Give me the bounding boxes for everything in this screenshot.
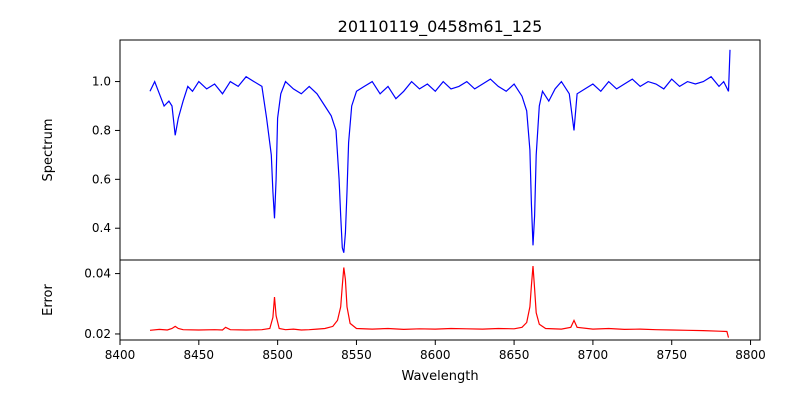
x-tick-label: 8400: [105, 348, 136, 362]
x-tick-label: 8600: [420, 348, 451, 362]
spectrum-panel: 0.4 0.6 0.8 1.0 Spectrum: [41, 39, 761, 261]
x-tick-label: 8700: [578, 348, 609, 362]
chart-title: 20110119_0458m61_125: [338, 17, 543, 37]
spectrum-series-line: [149, 49, 731, 253]
x-tick-label: 8650: [499, 348, 530, 362]
x-tick-label: 8450: [184, 348, 215, 362]
spectrum-y-tick-label: 1.0: [92, 75, 111, 89]
spectrum-y-tick-label: 0.8: [92, 123, 111, 137]
spectrum-y-tick-label: 0.6: [92, 172, 111, 186]
error-y-tick-label: 0.04: [84, 267, 111, 281]
spectrum-axis-label: Spectrum: [41, 119, 56, 182]
error-panel: 0.02 0.04 8400 8450 8500 8550 8600 8650 8700 8750…: [41, 259, 766, 384]
x-tick-label: 8750: [656, 348, 687, 362]
wavelength-axis-label: Wavelength: [401, 369, 478, 384]
spectrum-y-tick-label: 0.4: [92, 221, 111, 235]
x-tick-label: 8800: [735, 348, 766, 362]
spectrum-frame: [119, 39, 761, 261]
error-axis-label: Error: [41, 284, 56, 316]
error-series-line: [149, 265, 730, 338]
x-tick-label: 8500: [262, 348, 293, 362]
x-tick-label: 8550: [341, 348, 372, 362]
error-frame: [119, 259, 761, 341]
error-y-tick-label: 0.02: [84, 327, 111, 341]
